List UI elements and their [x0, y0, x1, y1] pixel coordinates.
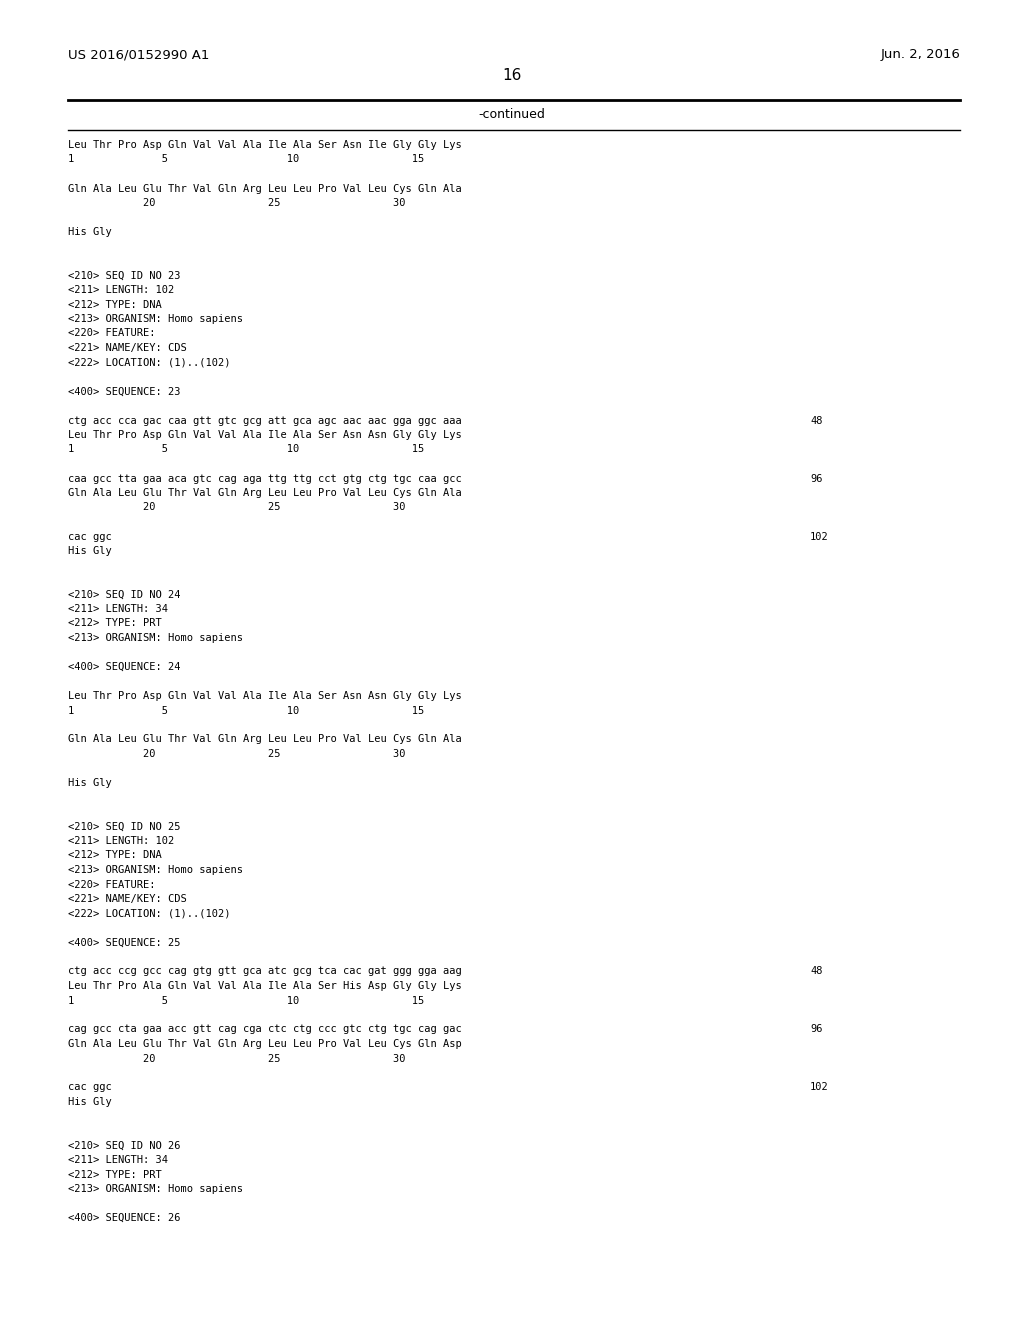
Text: <212> TYPE: PRT: <212> TYPE: PRT — [68, 1170, 162, 1180]
Text: 102: 102 — [810, 532, 828, 541]
Text: <400> SEQUENCE: 26: <400> SEQUENCE: 26 — [68, 1213, 180, 1224]
Text: ctg acc cca gac caa gtt gtc gcg att gca agc aac aac gga ggc aaa: ctg acc cca gac caa gtt gtc gcg att gca … — [68, 416, 462, 425]
Text: 1              5                   10                  15: 1 5 10 15 — [68, 995, 424, 1006]
Text: <222> LOCATION: (1)..(102): <222> LOCATION: (1)..(102) — [68, 908, 230, 919]
Text: His Gly: His Gly — [68, 1097, 112, 1107]
Text: 96: 96 — [810, 1024, 822, 1035]
Text: 1              5                   10                  15: 1 5 10 15 — [68, 445, 424, 454]
Text: Gln Ala Leu Glu Thr Val Gln Arg Leu Leu Pro Val Leu Cys Gln Ala: Gln Ala Leu Glu Thr Val Gln Arg Leu Leu … — [68, 183, 462, 194]
Text: <211> LENGTH: 34: <211> LENGTH: 34 — [68, 605, 168, 614]
Text: cac ggc: cac ggc — [68, 1082, 112, 1093]
Text: <222> LOCATION: (1)..(102): <222> LOCATION: (1)..(102) — [68, 358, 230, 367]
Text: Leu Thr Pro Asp Gln Val Val Ala Ile Ala Ser Asn Asn Gly Gly Lys: Leu Thr Pro Asp Gln Val Val Ala Ile Ala … — [68, 430, 462, 440]
Text: <211> LENGTH: 102: <211> LENGTH: 102 — [68, 285, 174, 294]
Text: <212> TYPE: PRT: <212> TYPE: PRT — [68, 619, 162, 628]
Text: <212> TYPE: DNA: <212> TYPE: DNA — [68, 300, 162, 309]
Text: <211> LENGTH: 34: <211> LENGTH: 34 — [68, 1155, 168, 1166]
Text: <210> SEQ ID NO 26: <210> SEQ ID NO 26 — [68, 1140, 180, 1151]
Text: <210> SEQ ID NO 25: <210> SEQ ID NO 25 — [68, 821, 180, 832]
Text: <213> ORGANISM: Homo sapiens: <213> ORGANISM: Homo sapiens — [68, 865, 243, 875]
Text: <221> NAME/KEY: CDS: <221> NAME/KEY: CDS — [68, 343, 186, 352]
Text: His Gly: His Gly — [68, 227, 112, 238]
Text: Jun. 2, 2016: Jun. 2, 2016 — [880, 48, 961, 61]
Text: -continued: -continued — [478, 108, 546, 121]
Text: Leu Thr Pro Asp Gln Val Val Ala Ile Ala Ser Asn Ile Gly Gly Lys: Leu Thr Pro Asp Gln Val Val Ala Ile Ala … — [68, 140, 462, 150]
Text: 102: 102 — [810, 1082, 828, 1093]
Text: 1              5                   10                  15: 1 5 10 15 — [68, 705, 424, 715]
Text: <220> FEATURE:: <220> FEATURE: — [68, 879, 156, 890]
Text: 20                  25                  30: 20 25 30 — [68, 1053, 406, 1064]
Text: 20                  25                  30: 20 25 30 — [68, 748, 406, 759]
Text: <210> SEQ ID NO 23: <210> SEQ ID NO 23 — [68, 271, 180, 281]
Text: US 2016/0152990 A1: US 2016/0152990 A1 — [68, 48, 209, 61]
Text: <400> SEQUENCE: 25: <400> SEQUENCE: 25 — [68, 937, 180, 948]
Text: <400> SEQUENCE: 24: <400> SEQUENCE: 24 — [68, 663, 180, 672]
Text: Gln Ala Leu Glu Thr Val Gln Arg Leu Leu Pro Val Leu Cys Gln Ala: Gln Ala Leu Glu Thr Val Gln Arg Leu Leu … — [68, 734, 462, 744]
Text: Leu Thr Pro Asp Gln Val Val Ala Ile Ala Ser Asn Asn Gly Gly Lys: Leu Thr Pro Asp Gln Val Val Ala Ile Ala … — [68, 690, 462, 701]
Text: <220> FEATURE:: <220> FEATURE: — [68, 329, 156, 338]
Text: 20                  25                  30: 20 25 30 — [68, 503, 406, 512]
Text: caa gcc tta gaa aca gtc cag aga ttg ttg cct gtg ctg tgc caa gcc: caa gcc tta gaa aca gtc cag aga ttg ttg … — [68, 474, 462, 483]
Text: 16: 16 — [503, 69, 521, 83]
Text: <221> NAME/KEY: CDS: <221> NAME/KEY: CDS — [68, 894, 186, 904]
Text: <213> ORGANISM: Homo sapiens: <213> ORGANISM: Homo sapiens — [68, 634, 243, 643]
Text: 96: 96 — [810, 474, 822, 483]
Text: <213> ORGANISM: Homo sapiens: <213> ORGANISM: Homo sapiens — [68, 1184, 243, 1195]
Text: Gln Ala Leu Glu Thr Val Gln Arg Leu Leu Pro Val Leu Cys Gln Asp: Gln Ala Leu Glu Thr Val Gln Arg Leu Leu … — [68, 1039, 462, 1049]
Text: <213> ORGANISM: Homo sapiens: <213> ORGANISM: Homo sapiens — [68, 314, 243, 323]
Text: 48: 48 — [810, 966, 822, 977]
Text: cag gcc cta gaa acc gtt cag cga ctc ctg ccc gtc ctg tgc cag gac: cag gcc cta gaa acc gtt cag cga ctc ctg … — [68, 1024, 462, 1035]
Text: ctg acc ccg gcc cag gtg gtt gca atc gcg tca cac gat ggg gga aag: ctg acc ccg gcc cag gtg gtt gca atc gcg … — [68, 966, 462, 977]
Text: 48: 48 — [810, 416, 822, 425]
Text: His Gly: His Gly — [68, 546, 112, 556]
Text: 1              5                   10                  15: 1 5 10 15 — [68, 154, 424, 165]
Text: <211> LENGTH: 102: <211> LENGTH: 102 — [68, 836, 174, 846]
Text: <400> SEQUENCE: 23: <400> SEQUENCE: 23 — [68, 387, 180, 396]
Text: His Gly: His Gly — [68, 777, 112, 788]
Text: Gln Ala Leu Glu Thr Val Gln Arg Leu Leu Pro Val Leu Cys Gln Ala: Gln Ala Leu Glu Thr Val Gln Arg Leu Leu … — [68, 488, 462, 498]
Text: 20                  25                  30: 20 25 30 — [68, 198, 406, 209]
Text: <212> TYPE: DNA: <212> TYPE: DNA — [68, 850, 162, 861]
Text: cac ggc: cac ggc — [68, 532, 112, 541]
Text: Leu Thr Pro Ala Gln Val Val Ala Ile Ala Ser His Asp Gly Gly Lys: Leu Thr Pro Ala Gln Val Val Ala Ile Ala … — [68, 981, 462, 991]
Text: <210> SEQ ID NO 24: <210> SEQ ID NO 24 — [68, 590, 180, 599]
